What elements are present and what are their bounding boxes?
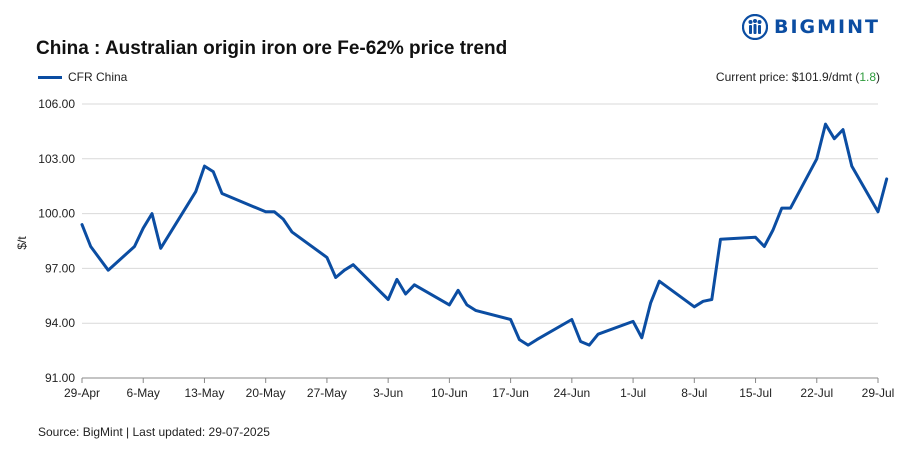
current-price-label: Current price: $101.9/dmt (: [715, 70, 860, 84]
bigmint-logo-icon: [742, 14, 768, 40]
y-tick-label: 103.00: [38, 152, 75, 166]
source-note: Source: BigMint | Last updated: 29-07-20…: [38, 425, 270, 439]
y-tick-label: 97.00: [45, 261, 75, 275]
x-tick-label: 29-Apr: [64, 386, 100, 400]
grid-lines: [82, 103, 878, 379]
x-tick-label: 17-Jun: [492, 386, 529, 400]
series-line-cfr-china: [80, 122, 889, 347]
legend-swatch-cfr-china: [38, 75, 62, 79]
x-tick-label: 20-May: [246, 386, 286, 400]
x-tick-label: 13-May: [184, 386, 224, 400]
x-tick-label: 29-Jul: [862, 386, 895, 400]
x-tick-label: 24-Jun: [553, 386, 590, 400]
x-tick-label: 8-Jul: [681, 386, 707, 400]
series-layer: [80, 122, 889, 347]
brand-logo: BIGMINT: [742, 14, 880, 40]
x-tick-label: 27-May: [307, 386, 347, 400]
chart-title: China : Australian origin iron ore Fe-62…: [36, 38, 508, 59]
legend: CFR China: [38, 70, 127, 84]
y-tick-label: 106.00: [38, 97, 75, 111]
x-tick-label: 10-Jun: [431, 386, 468, 400]
x-tick-label: 1-Jul: [620, 386, 646, 400]
x-tick-label: 22-Jul: [800, 386, 833, 400]
current-price: Current price: $101.9/dmt (1.8): [716, 70, 880, 84]
current-price-suffix: ): [876, 70, 880, 84]
y-axis-label: $/t: [15, 236, 29, 250]
x-axis: 29-Apr 6-May 13-May 20-May 27-May 3-Jun 10-Jun…: [64, 378, 894, 400]
brand-name: BIGMINT: [774, 16, 880, 38]
legend-label-cfr-china: CFR China: [68, 70, 128, 84]
y-tick-label: 100.00: [38, 207, 75, 221]
y-tick-label: 91.00: [45, 371, 75, 385]
price-change: 1.8: [859, 70, 876, 84]
x-tick-label: 15-Jul: [739, 386, 772, 400]
x-tick-label: 6-May: [127, 386, 160, 400]
x-tick-label: 3-Jun: [373, 386, 403, 400]
y-tick-label: 94.00: [45, 316, 75, 330]
y-axis-ticks: 106.00 103.00 100.00 97.00 94.00 91.00: [38, 97, 75, 385]
